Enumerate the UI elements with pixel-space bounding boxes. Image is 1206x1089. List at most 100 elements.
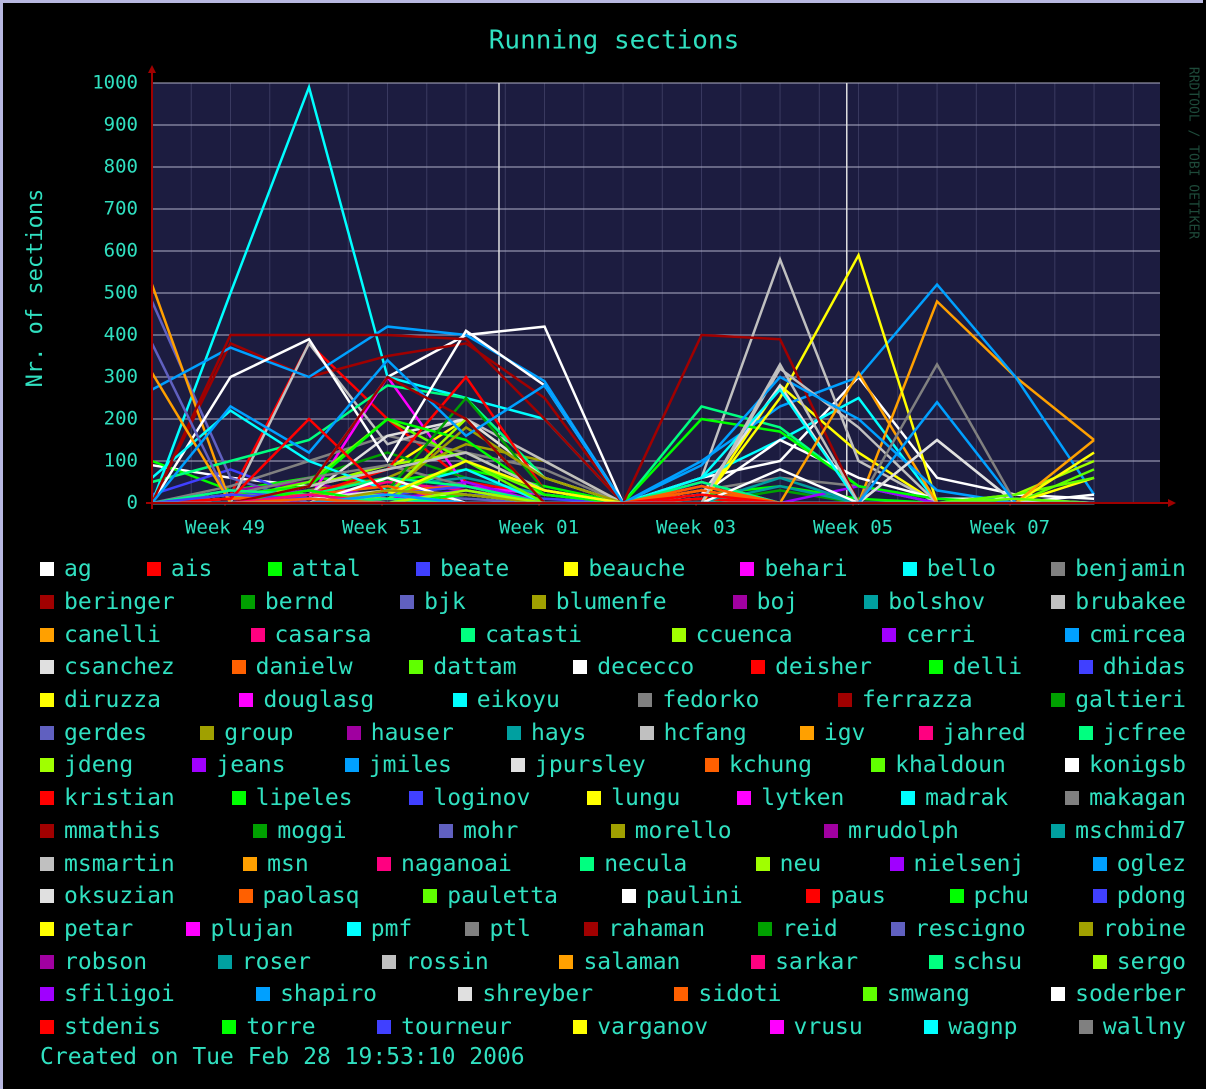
legend-entry: danielw [231, 654, 353, 680]
y-tick-label: 500 [104, 282, 138, 304]
legend-swatch [610, 823, 625, 838]
legend-row: ag ais attal beate beauche behari bello benjami… [40, 553, 1186, 586]
legend-entry: beauche [564, 556, 685, 582]
legend-label: varganov [597, 1013, 709, 1040]
legend-entry: schsu [928, 949, 1022, 975]
legend-swatch [573, 1019, 588, 1034]
legend-entry: eikoyu [452, 687, 560, 713]
legend-swatch [239, 693, 254, 708]
legend-swatch [267, 562, 282, 577]
legend-swatch [924, 1019, 939, 1034]
legend-entry: sidoti [674, 981, 781, 1007]
legend-label: jdeng [64, 752, 134, 779]
y-tick-label: 300 [104, 366, 138, 388]
legend-swatch [799, 725, 814, 740]
legend-entry: catasti [461, 622, 582, 648]
legend-label: vrusu [793, 1013, 863, 1040]
legend-entry: nielsenj [889, 850, 1025, 877]
legend-entry: bello [902, 556, 996, 582]
legend-entry: paus [806, 883, 886, 909]
legend-entry: rossin [381, 948, 489, 975]
legend-row: kristian lipeles loginov lungu lytken madrak m… [40, 782, 1186, 815]
legend-swatch [638, 693, 653, 708]
legend-label: rossin [405, 948, 489, 975]
legend-label: mschmid7 [1075, 817, 1186, 844]
legend-label: sfiligoi [64, 981, 175, 1008]
legend-label: pchu [973, 883, 1029, 910]
legend-swatch [1078, 921, 1093, 936]
legend-swatch [751, 954, 766, 969]
legend-entry: oglez [1092, 851, 1186, 877]
legend-row: jdeng jeans jmiles jpursley kchung khaldoun ko… [40, 749, 1186, 782]
legend-label: rescigno [914, 915, 1026, 942]
y-axis-arrow [148, 65, 156, 73]
y-tick-label: 400 [104, 324, 138, 346]
legend-entry: dececco [573, 654, 694, 680]
legend-swatch [409, 791, 424, 806]
legend-label: nielsenj [913, 850, 1025, 877]
x-tick-label: Week 03 [656, 517, 736, 539]
legend-entry: msmartin [40, 851, 175, 877]
legend-label: soderber [1075, 981, 1186, 1008]
legend-entry: cmircea [1065, 622, 1186, 648]
legend-label: cerri [906, 621, 976, 648]
legend-entry: sergo [1092, 949, 1186, 975]
legend-entry: pdong [1092, 883, 1186, 909]
legend-label: boj [756, 589, 799, 616]
legend-label: ptl [489, 915, 531, 942]
legend-swatch [1065, 791, 1080, 806]
chart: Running sections Nr. of sections RRDTOOL… [23, 26, 1201, 539]
legend-label: madrak [925, 785, 1009, 812]
legend-swatch [250, 627, 265, 642]
legend-label: roser [241, 948, 312, 975]
legend-entry: beate [415, 556, 509, 582]
legend-swatch [346, 725, 361, 740]
legend-label: sarkar [775, 948, 859, 975]
legend-entry: boj [732, 589, 799, 616]
legend-entry: khaldoun [871, 752, 1006, 778]
legend-swatch [186, 921, 201, 936]
legend-entry: salaman [559, 949, 680, 975]
footer: Created on Tue Feb 28 19:53:10 2006 [40, 1044, 525, 1070]
legend-swatch [837, 693, 852, 708]
legend-row: robson roser rossin salaman sarkar schsu sergo [40, 945, 1186, 978]
legend-row: msmartin msn naganoai necula neu nielsenj ogle… [40, 847, 1186, 880]
legend-swatch [40, 1019, 54, 1034]
legend-entry: shreyber [458, 981, 593, 1007]
legend-swatch [344, 758, 359, 773]
legend-swatch [889, 856, 904, 871]
legend-swatch [1051, 987, 1066, 1002]
legend-label: fedorko [662, 687, 760, 714]
legend-label: cmircea [1089, 621, 1186, 648]
legend-entry: msn [243, 851, 309, 877]
legend-label: kchung [728, 752, 812, 779]
legend-swatch [531, 595, 546, 610]
legend-label: robine [1102, 915, 1186, 942]
legend-label: necula [604, 850, 688, 877]
legend-entry: ccuenca [671, 622, 793, 648]
legend-swatch [40, 987, 54, 1002]
legend-entry: pauletta [423, 883, 558, 909]
legend-label: behari [764, 556, 848, 583]
legend-swatch [740, 562, 755, 577]
legend-label: sidoti [698, 981, 782, 1008]
legend-label: diruzza [64, 687, 161, 714]
y-tick-label: 0 [127, 492, 138, 514]
chart-title: Running sections [489, 26, 739, 56]
legend-swatch [918, 725, 933, 740]
legend-row: diruzza douglasg eikoyu fedorko ferrazza galt… [40, 684, 1186, 717]
legend-entry: morello [610, 818, 732, 844]
legend-label: loginov [433, 785, 531, 812]
legend-entry: ais [146, 556, 212, 582]
legend-swatch [901, 791, 916, 806]
legend-label: rahaman [608, 915, 706, 942]
legend-entry: rahaman [584, 916, 705, 942]
legend-swatch [704, 758, 719, 773]
legend-label: dattam [433, 654, 517, 681]
legend-label: msmartin [64, 850, 175, 877]
legend-label: lipeles [255, 785, 353, 812]
x-tick-label: Week 49 [185, 517, 265, 539]
legend-swatch [423, 889, 438, 904]
legend-entry: benjamin [1051, 556, 1186, 582]
